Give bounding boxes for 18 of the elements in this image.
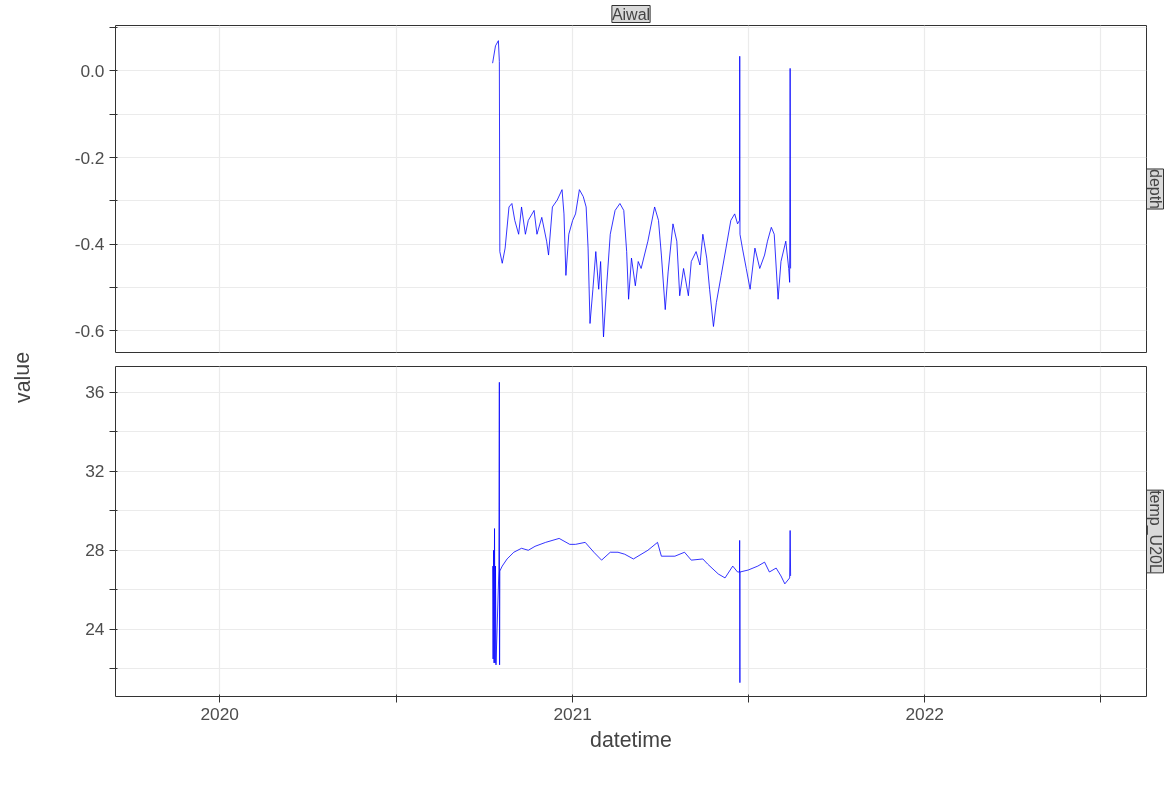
line-series	[492, 381, 792, 684]
x-tick-label: 2020	[200, 703, 239, 724]
text: temp_U20L	[1145, 490, 1164, 573]
line-series	[492, 40, 792, 338]
y-tick-label: 32	[85, 461, 105, 482]
y-tick-label: 36	[85, 382, 105, 403]
y-tick-label: 28	[85, 540, 105, 561]
chart-title: Aiwal	[611, 5, 651, 23]
text: depth	[1146, 168, 1164, 210]
x-tick-label: 2021	[553, 703, 592, 724]
x-axis-title: datetime	[590, 727, 672, 752]
y-tick-label: -0.4	[74, 234, 105, 255]
y-tick-label: -0.6	[74, 320, 105, 341]
y-tick-label: -0.2	[74, 147, 105, 168]
y-axis-title: value	[10, 351, 35, 403]
x-tick-label: 2022	[905, 703, 944, 724]
y-tick-label: 0.0	[80, 60, 105, 81]
y-tick-label: 24	[85, 619, 105, 640]
